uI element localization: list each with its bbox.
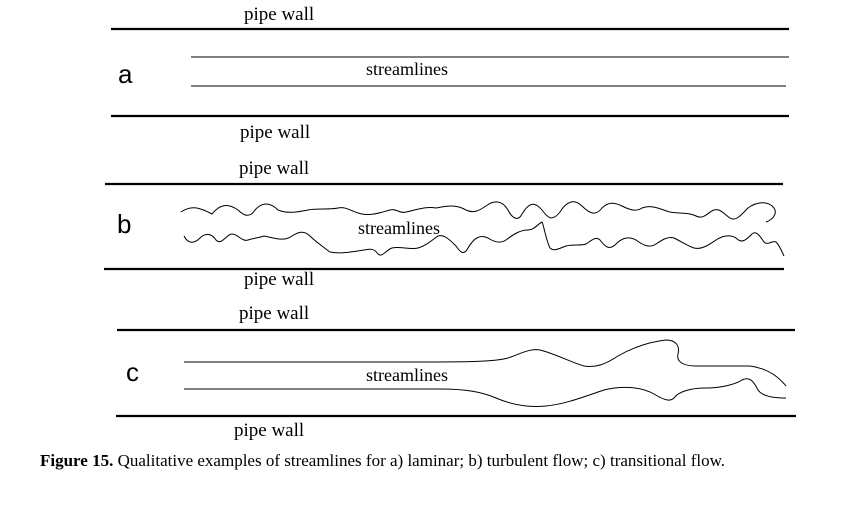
figure-caption: Figure 15. Qualitative examples of strea… bbox=[40, 450, 858, 472]
panel-c-streamlines-label: streamlines bbox=[366, 365, 448, 385]
panel-b-streamline-upper bbox=[180, 201, 776, 223]
panel-b-top-wall-label: pipe wall bbox=[239, 158, 309, 179]
flow-diagram: pipe wall a streamlines pipe wall pipe w… bbox=[104, 4, 796, 440]
panel-c bbox=[116, 328, 796, 418]
panel-a-letter: a bbox=[118, 59, 133, 89]
figure-caption-label: Figure 15. bbox=[40, 451, 114, 470]
panel-c-streamline-upper bbox=[184, 339, 787, 387]
figure-caption-text: Qualitative examples of streamlines for … bbox=[113, 451, 726, 470]
streamline-figure: pipe wall a streamlines pipe wall pipe w… bbox=[104, 4, 796, 440]
panel-c-letter: c bbox=[126, 357, 139, 387]
panel-c-top-wall-label: pipe wall bbox=[239, 303, 309, 324]
panel-c-bottom-wall-label: pipe wall bbox=[234, 420, 304, 440]
panel-c-streamline-lower bbox=[184, 378, 787, 407]
panel-a bbox=[111, 27, 789, 118]
panel-b-streamline-lower bbox=[183, 221, 785, 257]
panel-a-bottom-wall-label: pipe wall bbox=[240, 122, 310, 143]
panel-b-letter: b bbox=[117, 209, 131, 239]
panel-a-streamlines-label: streamlines bbox=[366, 59, 448, 79]
panel-b bbox=[104, 182, 785, 271]
panel-b-streamlines-label: streamlines bbox=[358, 218, 440, 238]
panel-b-bottom-wall-label: pipe wall bbox=[244, 269, 314, 290]
panel-a-top-wall-label: pipe wall bbox=[244, 4, 314, 25]
